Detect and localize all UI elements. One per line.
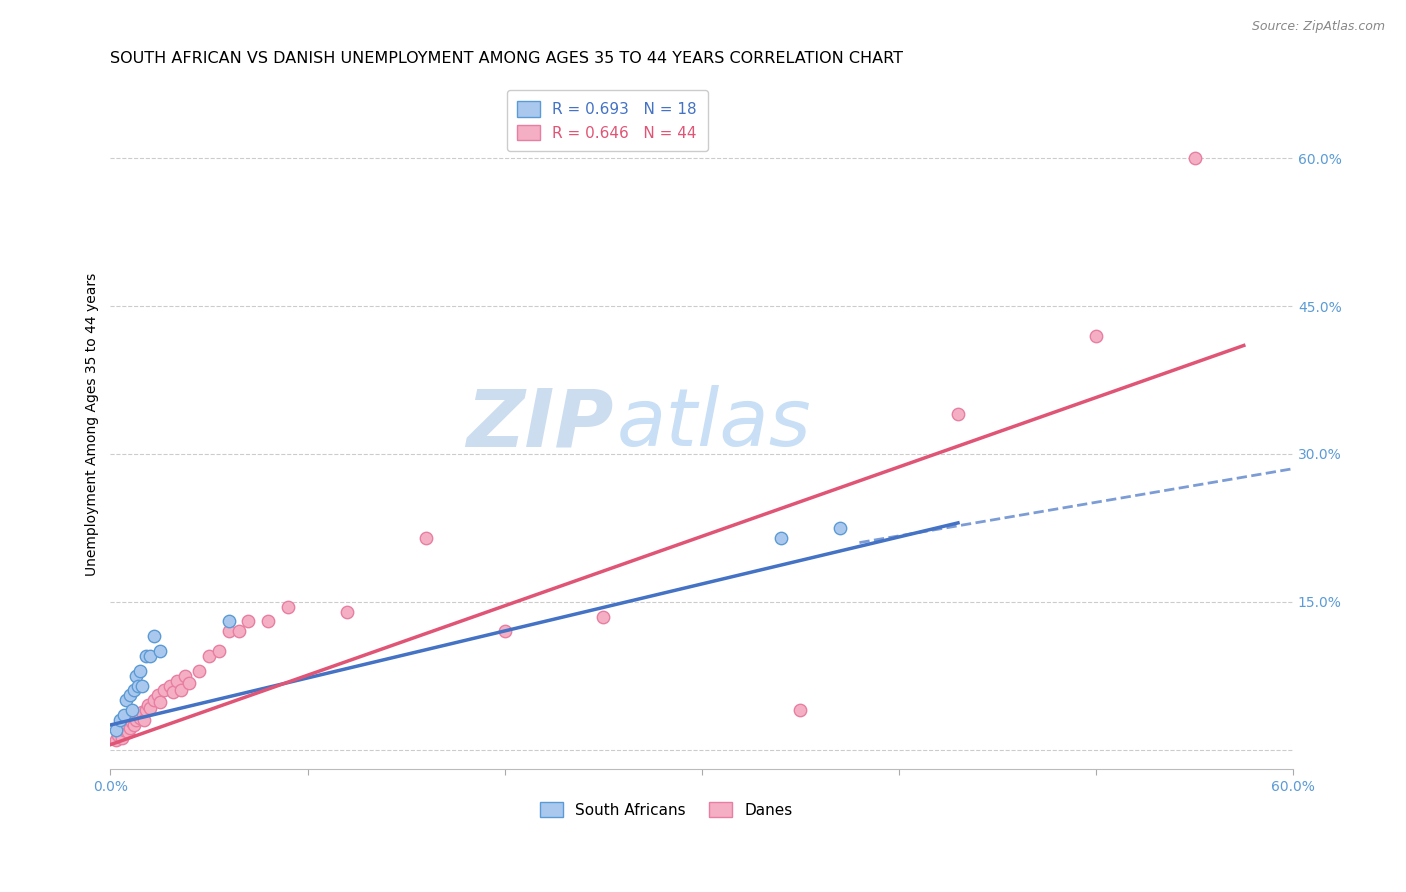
Danes xyxy=(132,713,155,727)
South Africans xyxy=(142,629,165,643)
Danes xyxy=(136,698,159,713)
Danes xyxy=(131,705,153,719)
South Africans xyxy=(129,664,152,678)
South Africans xyxy=(115,693,138,707)
South Africans xyxy=(125,668,148,682)
Danes xyxy=(135,703,157,717)
Danes xyxy=(112,723,135,737)
South Africans xyxy=(110,713,132,727)
Danes xyxy=(228,624,250,639)
Danes xyxy=(105,732,128,747)
South Africans xyxy=(112,708,135,723)
Danes xyxy=(149,695,172,709)
Text: SOUTH AFRICAN VS DANISH UNEMPLOYMENT AMONG AGES 35 TO 44 YEARS CORRELATION CHART: SOUTH AFRICAN VS DANISH UNEMPLOYMENT AMO… xyxy=(111,51,904,66)
Danes xyxy=(238,615,260,629)
South Africans xyxy=(121,703,143,717)
Danes xyxy=(107,728,129,742)
Danes xyxy=(115,718,138,732)
Danes xyxy=(127,708,149,723)
South Africans xyxy=(218,615,240,629)
Danes xyxy=(174,668,197,682)
Danes xyxy=(494,624,516,639)
Danes xyxy=(1184,151,1206,165)
Danes xyxy=(125,713,148,727)
Danes xyxy=(166,673,188,688)
Danes xyxy=(159,679,181,693)
South Africans xyxy=(769,531,792,545)
Danes xyxy=(1084,328,1107,343)
Danes xyxy=(121,714,143,729)
South Africans xyxy=(139,648,162,663)
Danes xyxy=(179,675,201,690)
Danes xyxy=(789,703,811,717)
South Africans xyxy=(127,679,149,693)
Text: ZIP: ZIP xyxy=(465,385,613,463)
Danes xyxy=(146,689,169,703)
South Africans xyxy=(131,679,153,693)
Danes xyxy=(336,605,359,619)
Danes xyxy=(111,731,134,745)
Danes xyxy=(218,624,240,639)
Danes xyxy=(188,664,211,678)
Danes xyxy=(122,718,145,732)
South Africans xyxy=(120,689,142,703)
Danes xyxy=(277,599,299,614)
Danes xyxy=(129,711,152,725)
Danes xyxy=(198,648,221,663)
South Africans xyxy=(105,723,128,737)
Danes xyxy=(208,644,231,658)
Legend: South Africans, Danes: South Africans, Danes xyxy=(534,796,799,823)
Y-axis label: Unemployment Among Ages 35 to 44 years: Unemployment Among Ages 35 to 44 years xyxy=(86,273,100,576)
Danes xyxy=(170,683,193,698)
Danes xyxy=(257,615,280,629)
South Africans xyxy=(122,683,145,698)
Danes xyxy=(110,724,132,739)
Danes xyxy=(415,531,437,545)
South Africans xyxy=(828,521,851,535)
Danes xyxy=(139,701,162,715)
South Africans xyxy=(135,648,157,663)
South Africans xyxy=(149,644,172,658)
Danes xyxy=(142,693,165,707)
Danes xyxy=(162,685,184,699)
Text: Source: ZipAtlas.com: Source: ZipAtlas.com xyxy=(1251,20,1385,33)
Danes xyxy=(117,724,139,739)
Text: atlas: atlas xyxy=(617,385,811,463)
Danes xyxy=(120,721,142,735)
Danes xyxy=(946,408,969,422)
Danes xyxy=(592,609,614,624)
Danes xyxy=(152,683,174,698)
